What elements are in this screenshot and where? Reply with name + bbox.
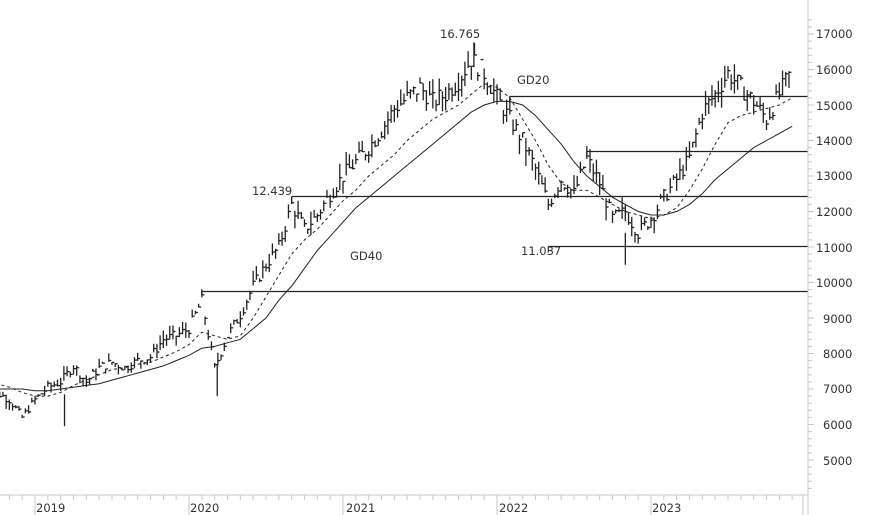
y-label-9000: 9000 [823,312,852,326]
y-label-14000: 14000 [816,134,853,148]
y-label-10000: 10000 [816,276,853,290]
y-axis-ticks [808,19,814,489]
y-label-7000: 7000 [823,382,852,396]
x-label-2020: 2020 [190,501,219,515]
plot-area [0,42,793,427]
x-axis-ticks [8,495,793,515]
y-label-12000: 12000 [816,205,853,219]
y-label-8000: 8000 [823,347,852,361]
y-label-5000: 5000 [823,454,852,468]
horizontal-levels [201,95,808,298]
y-label-11000: 11000 [816,241,853,255]
gd20-label: GD20 [517,73,549,87]
gd40-label: GD40 [350,249,382,263]
y-label-15000: 15000 [816,99,853,113]
gd20-line [0,83,793,397]
gd40-line [0,100,793,392]
peak-annotation: 16.765 [440,27,480,41]
x-label-2019: 2019 [36,501,65,515]
level-12439-annotation: 12.439 [252,184,292,198]
y-label-17000: 17000 [816,27,853,41]
y-label-13000: 13000 [816,169,853,183]
x-label-2023: 2023 [652,501,681,515]
x-label-2021: 2021 [346,501,375,515]
x-label-2022: 2022 [499,501,528,515]
level-11037-annotation: 11.037 [521,244,561,258]
y-label-16000: 16000 [816,63,853,77]
y-label-6000: 6000 [823,418,852,432]
